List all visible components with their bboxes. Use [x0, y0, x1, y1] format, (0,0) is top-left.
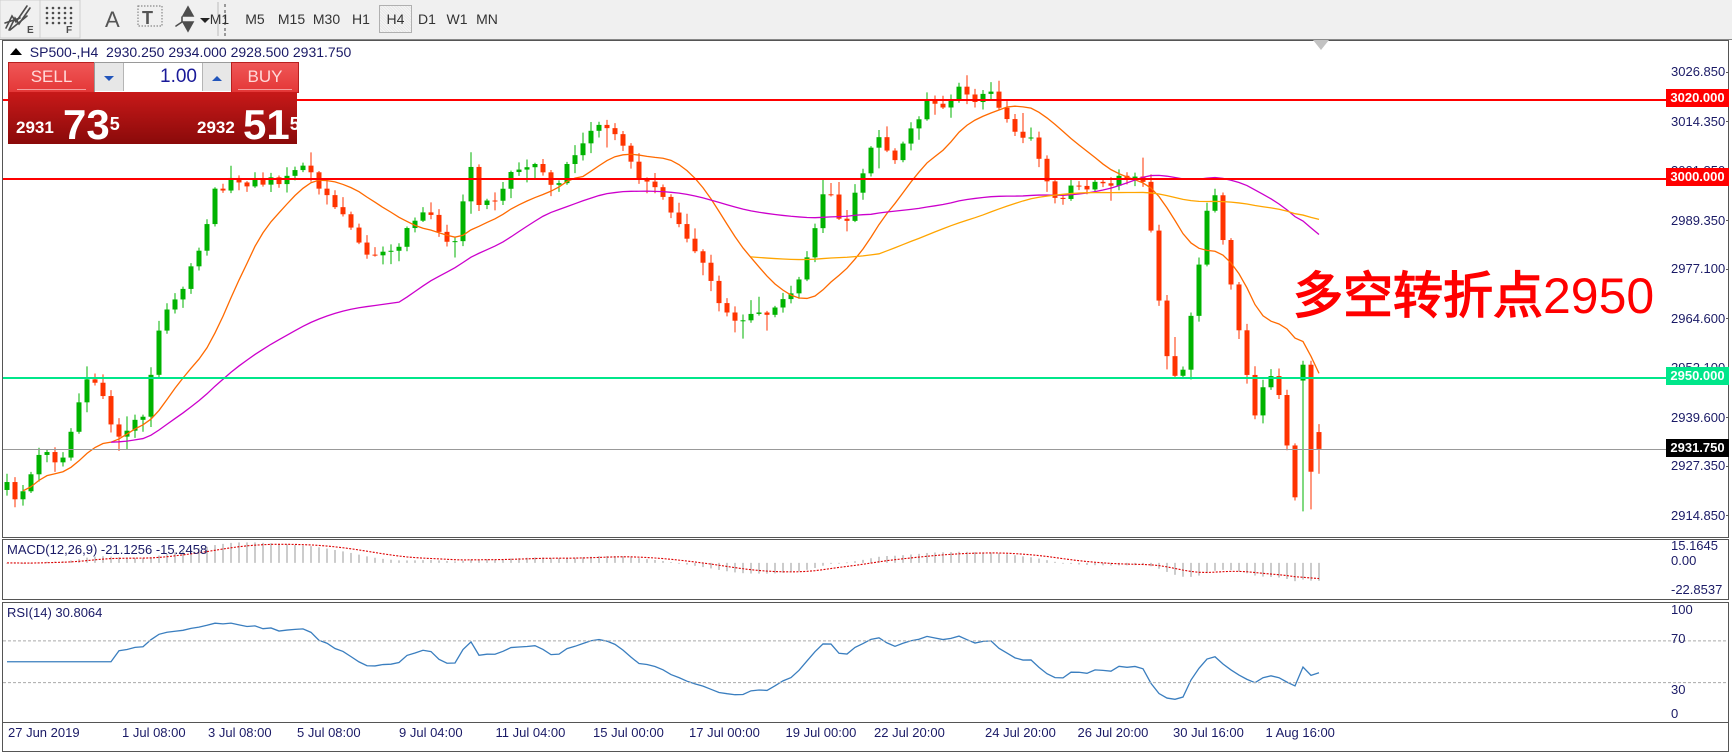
svg-text:A: A — [105, 7, 120, 32]
svg-text:T: T — [142, 8, 153, 28]
svg-text:E: E — [27, 25, 34, 36]
svg-text:F: F — [66, 25, 72, 36]
